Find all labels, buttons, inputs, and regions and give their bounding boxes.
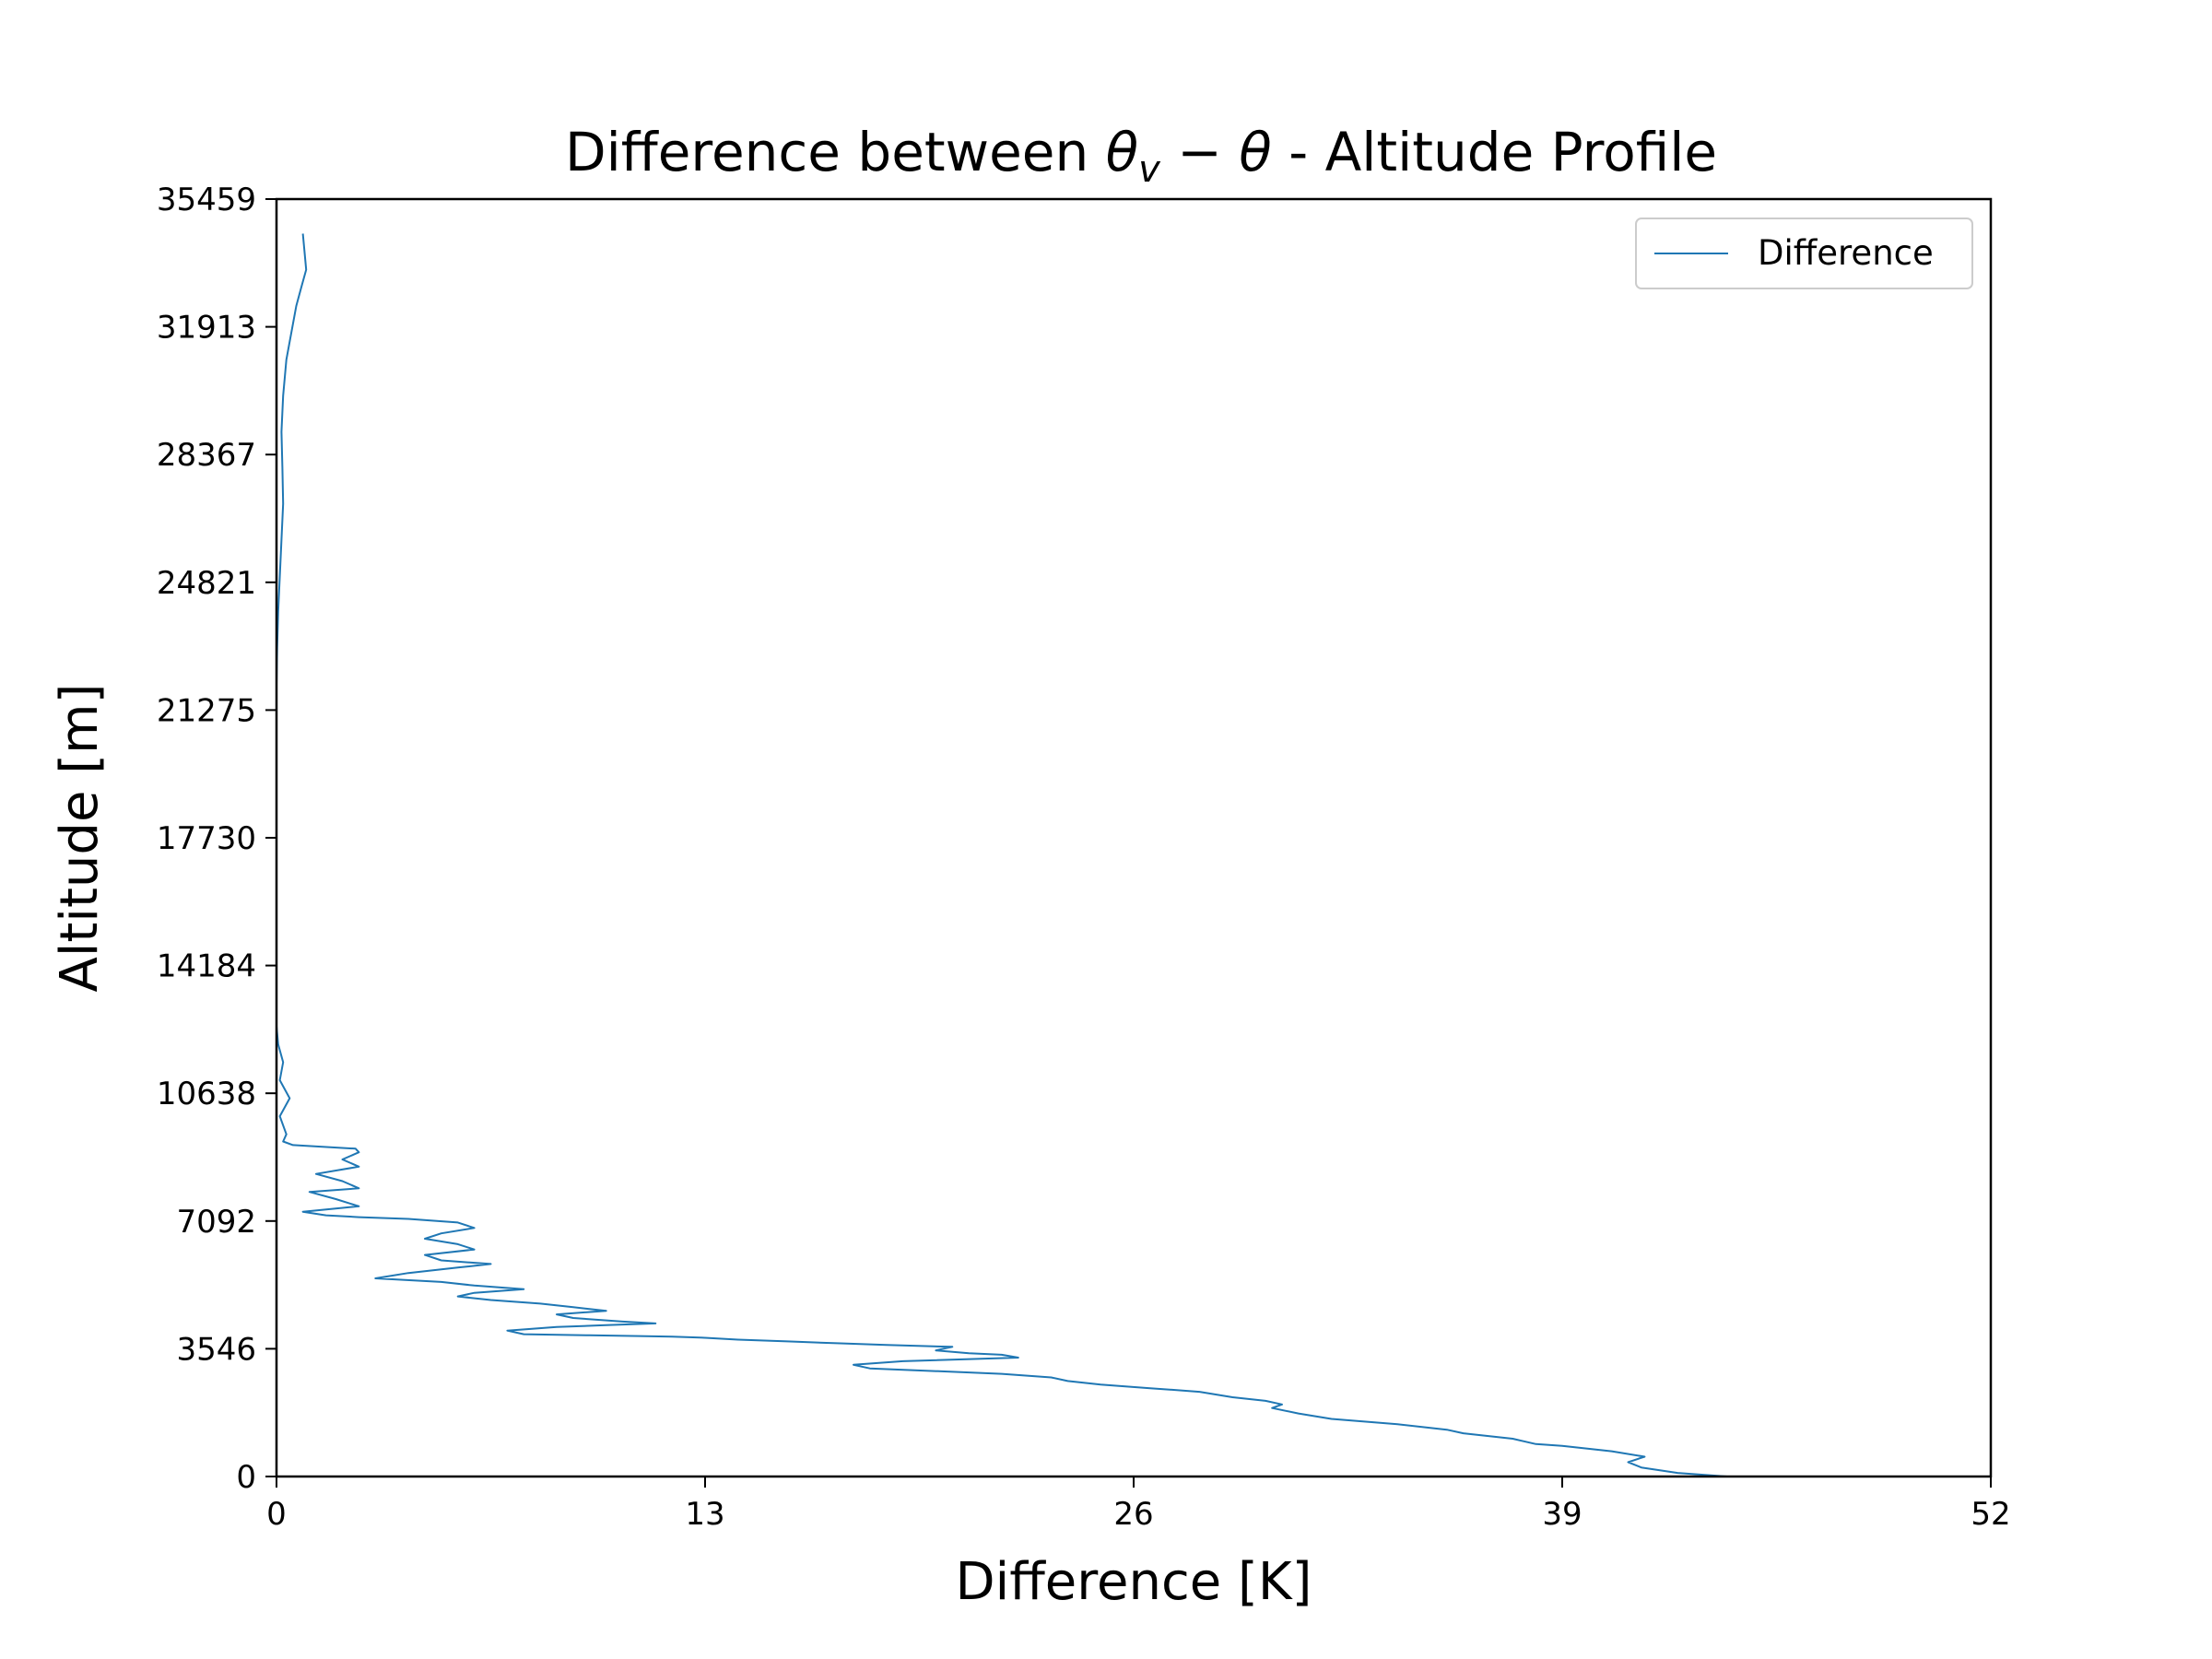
x-tick-label: 13 — [685, 1496, 724, 1533]
legend-label-difference: Difference — [1758, 233, 1934, 273]
y-tick-label: 7092 — [176, 1204, 256, 1241]
x-axis-label: Difference [K] — [956, 1552, 1312, 1612]
y-tick-label: 17730 — [157, 820, 256, 857]
x-tick-label: 52 — [1971, 1496, 2010, 1533]
y-tick-label: 31913 — [157, 310, 256, 347]
chart-title: Difference between θv − θ - Altitude Pro… — [565, 121, 1717, 191]
y-tick-label: 35459 — [157, 182, 256, 218]
y-axis-label: Altitude [m] — [50, 684, 110, 993]
legend-box — [1635, 218, 1973, 289]
y-tick-label: 0 — [236, 1459, 256, 1496]
y-axis: 0 3546 7092 10638 14184 17730 21275 24821 28367 3… — [157, 182, 276, 1496]
x-tick-label: 0 — [266, 1496, 287, 1533]
y-tick-label: 24821 — [157, 565, 256, 602]
y-tick-label: 21275 — [157, 692, 256, 729]
x-axis: 0 13 26 39 52 — [266, 1477, 2011, 1533]
y-tick-label: 3546 — [176, 1331, 256, 1368]
y-tick-label: 10638 — [157, 1076, 256, 1112]
x-tick-label: 26 — [1113, 1496, 1153, 1533]
y-tick-label: 28367 — [157, 437, 256, 474]
y-tick-label: 14184 — [157, 948, 256, 985]
x-tick-label: 39 — [1542, 1496, 1582, 1533]
legend: Difference — [1635, 218, 1973, 289]
